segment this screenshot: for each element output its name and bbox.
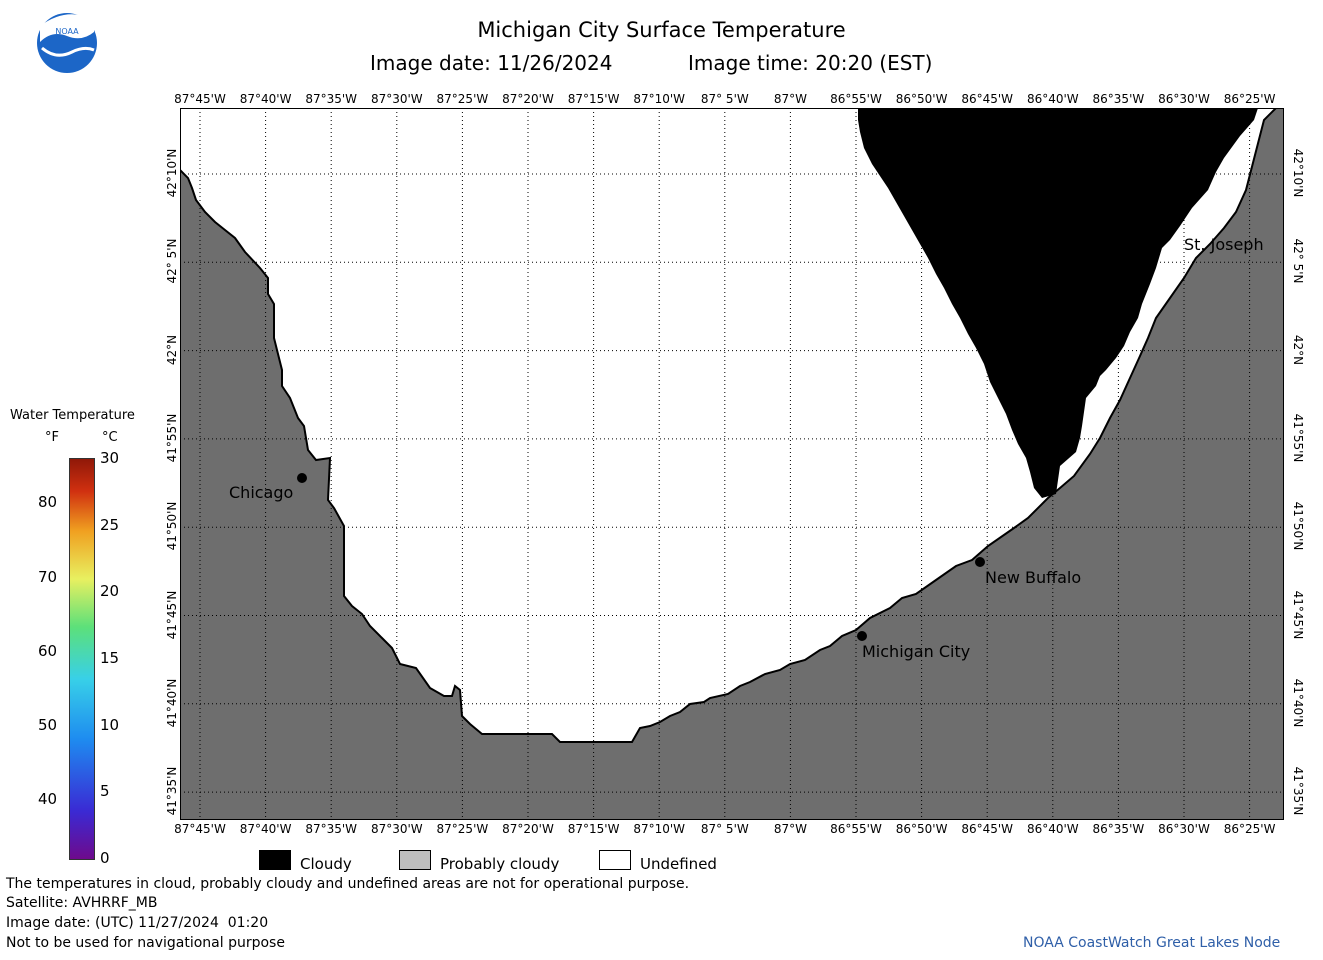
latitude-label: 41°45'N [1291,590,1305,639]
latitude-label: 42°10'N [1291,148,1305,198]
surface-temperature-map [180,108,1284,820]
image-date: Image date: 11/26/2024 [370,51,613,75]
latitude-label: 41°55'N [1291,413,1305,463]
longitude-label: 86°30'W [1158,92,1210,106]
latitude-label: 42°10'N [165,148,179,198]
image-time: Image time: 20:20 (EST) [688,51,933,75]
city-label-michigan-city: Michigan City [862,642,971,661]
land-area [180,108,1284,820]
legend-probably-cloudy-swatch [399,850,431,870]
coastwatch-credit: NOAA CoastWatch Great Lakes Node [1023,935,1281,951]
latitude-label: 41°50'N [165,501,179,551]
fahrenheit-tick-label: 40 [38,789,58,808]
latitude-label: 42° 5'N [165,238,179,284]
fahrenheit-tick-label: 70 [38,567,58,586]
chicago-marker [297,473,307,483]
longitude-label: 87°W [773,822,807,836]
longitude-label: 87°20'W [502,822,554,836]
cloud-area [858,108,1258,498]
map-title: Michigan City Surface Temperature [477,18,846,42]
longitude-label: 86°45'W [961,822,1014,836]
noaa-logo: NOAA [36,12,98,74]
celsius-tick-label: 15 [100,649,120,667]
navigation-warning: Not to be used for navigational purpose [6,935,285,951]
longitude-label: 87°45'W [174,822,226,836]
legend-cloudy-label: Cloudy [300,855,352,873]
legend-cloudy-swatch [259,850,291,870]
celsius-tick-label: 10 [100,715,120,734]
celsius-tick-label: 30 [100,449,120,467]
coastline [180,108,1277,743]
fahrenheit-tick-label: 80 [38,493,58,512]
longitude-label: 87°35'W [305,822,358,836]
latitude-label: 41°40'N [165,678,179,728]
latitude-label: 42°N [165,334,179,365]
temperature-color-bar [69,458,95,860]
celsius-tick-label: 5 [100,782,110,801]
longitude-label: 87°40'W [239,822,292,836]
longitude-label: 87°45'W [174,92,226,106]
legend-undefined-swatch [599,850,631,870]
city-label-new-buffalo: New Buffalo [985,568,1082,587]
longitude-label: 86°30'W [1158,822,1210,836]
map-frame [180,108,1284,820]
legend-undefined-label: Undefined [640,855,717,873]
celsius-tick-label: 0 [100,849,110,867]
longitude-label: 86°50'W [895,92,948,106]
satellite-text: Satellite: AVHRRF_MB [6,895,158,911]
fahrenheit-tick-label: 50 [38,715,58,734]
longitude-label: 87°15'W [567,822,620,836]
longitude-label: 87° 5'W [700,92,749,106]
longitude-label: 86°55'W [830,822,882,836]
longitude-label: 87°15'W [567,92,620,106]
disclaimer-text: The temperatures in cloud, probably clou… [6,876,690,892]
longitude-label: 87°35'W [305,92,358,106]
longitude-label: 87°30'W [370,92,423,106]
longitude-label: 86°25'W [1223,822,1276,836]
new-buffalo-marker [975,557,985,567]
scale-unit-c: °C [102,430,118,445]
longitude-label: 87°25'W [436,92,489,106]
longitude-label: 86°25'W [1223,92,1276,106]
longitude-label: 87° 5'W [700,822,749,836]
latitude-label: 41°35'N [165,766,179,816]
longitude-label: 87°40'W [239,92,292,106]
longitude-label: 86°40'W [1026,92,1079,106]
longitude-label: 86°40'W [1026,822,1079,836]
celsius-tick-label: 25 [100,515,120,534]
latitude-label: 42°N [1291,334,1305,365]
latitude-label: 41°55'N [165,413,179,463]
longitude-label: 86°45'W [961,92,1014,106]
scale-title: Water Temperature [10,408,135,423]
longitude-label: 86°35'W [1092,822,1145,836]
utc-date-text: Image date: (UTC) 11/27/2024 01:20 [6,915,269,931]
longitude-label: 86°50'W [895,822,948,836]
latitude-label: 41°40'N [1291,678,1305,728]
longitude-label: 87°W [773,92,807,106]
longitude-label: 87°30'W [370,822,423,836]
longitude-label: 87°25'W [436,822,489,836]
legend-probably-cloudy-label: Probably cloudy [440,855,560,873]
fahrenheit-tick-label: 60 [38,641,58,660]
longitude-label: 86°35'W [1092,92,1145,106]
longitude-label: 86°55'W [830,92,882,106]
latitude-label: 41°45'N [165,590,179,639]
longitude-label: 87°10'W [633,822,686,836]
michigan-city-marker [857,631,867,641]
latitude-label: 41°50'N [1291,501,1305,551]
graticule [180,108,1284,820]
city-label-chicago: Chicago [229,483,294,502]
latitude-label: 42° 5'N [1291,238,1305,284]
longitude-label: 87°20'W [502,92,554,106]
latitude-label: 41°35'N [1291,766,1305,816]
celsius-tick-label: 20 [100,582,120,601]
scale-unit-f: °F [45,430,59,445]
longitude-label: 87°10'W [633,92,686,106]
city-label-st-joseph: St. Joseph [1184,235,1264,254]
logo-text: NOAA [55,27,79,36]
